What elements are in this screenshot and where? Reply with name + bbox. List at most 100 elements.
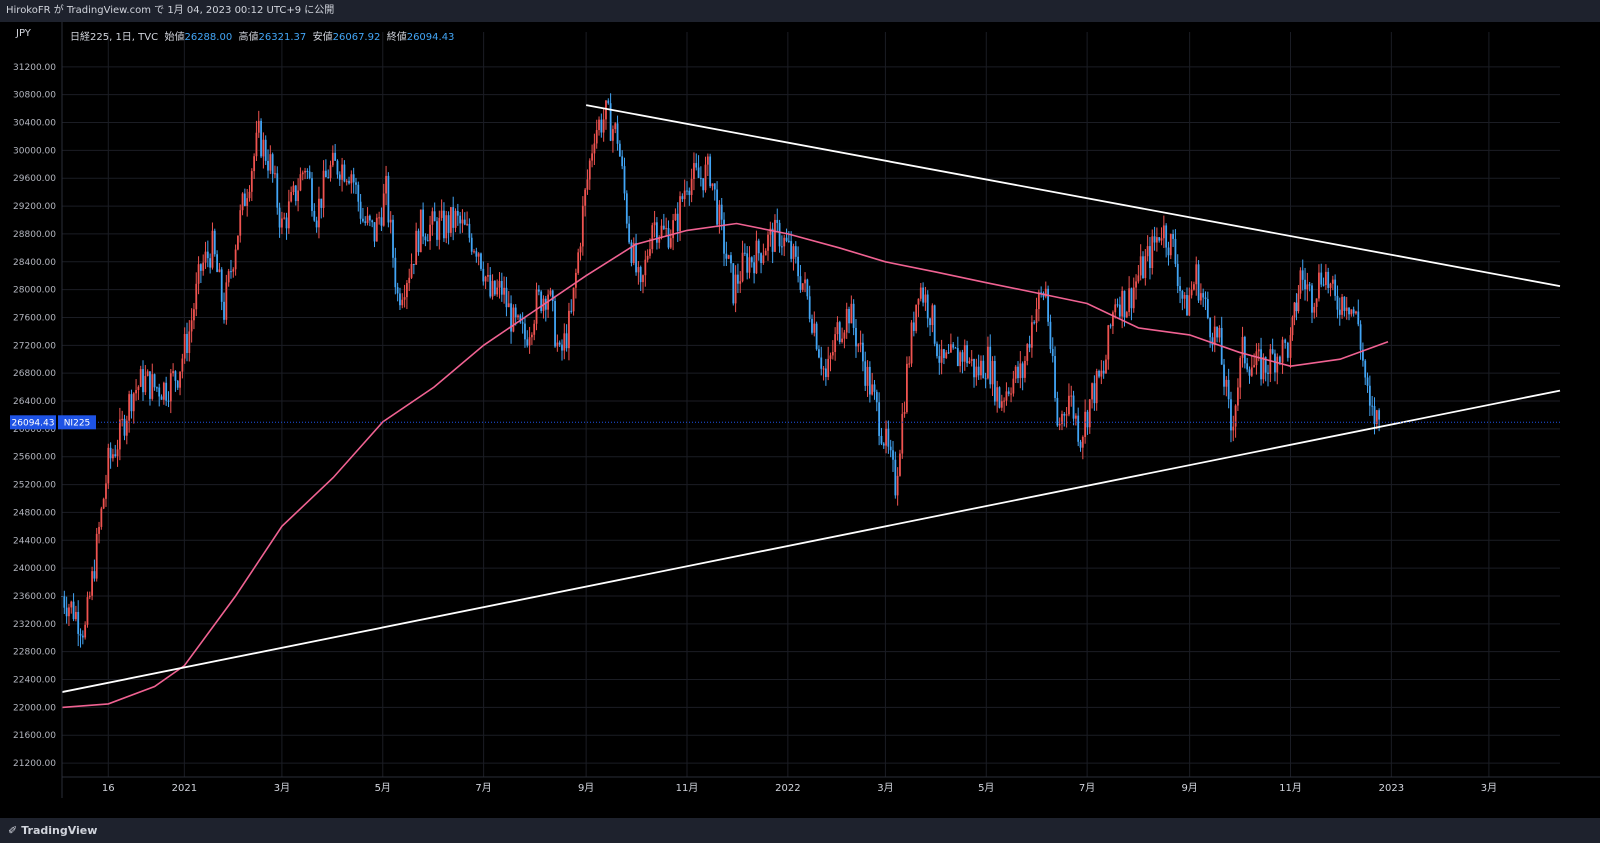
candle-body xyxy=(387,175,390,223)
candle-body xyxy=(102,498,105,509)
candle-body xyxy=(679,196,681,232)
candle-body xyxy=(871,384,874,395)
candle-body xyxy=(162,382,165,400)
candle-body xyxy=(718,204,721,225)
candle-body xyxy=(137,386,140,391)
candle-body xyxy=(760,253,762,263)
candle-body xyxy=(1352,309,1355,314)
candle-body xyxy=(385,175,387,194)
candle-body xyxy=(206,251,209,259)
candle-body xyxy=(1063,413,1066,416)
candle-body xyxy=(118,419,121,450)
candle-body xyxy=(804,279,806,284)
candle-body xyxy=(1084,411,1087,437)
candle-body xyxy=(292,185,295,193)
candle-body xyxy=(74,611,77,620)
y-tick-label: 27200.00 xyxy=(13,341,56,351)
candle-body xyxy=(528,337,531,346)
candle-body xyxy=(1086,411,1089,428)
candle-body xyxy=(378,217,381,219)
candle-body xyxy=(1112,312,1114,327)
candle-body xyxy=(753,262,756,274)
candle-body xyxy=(1211,337,1214,345)
y-tick-label: 24000.00 xyxy=(13,564,56,574)
candle-body xyxy=(593,143,596,154)
close-label: 終値 xyxy=(386,32,407,43)
candle-body xyxy=(628,223,631,243)
candle-body xyxy=(149,371,151,399)
candle-body xyxy=(271,154,274,174)
candlestick-chart[interactable]: 31200.00 30800.00 30400.00 30000.00 29600.00… xyxy=(0,22,1600,818)
candle-body xyxy=(1128,288,1131,313)
candle-body xyxy=(887,428,890,447)
candle-body xyxy=(260,120,262,157)
candle-body xyxy=(179,371,181,388)
trendline-lower[interactable] xyxy=(61,389,1561,693)
candle-body xyxy=(767,234,769,251)
candle-body xyxy=(452,207,455,228)
candle-body xyxy=(1313,306,1316,313)
y-tick-label: 24800.00 xyxy=(13,508,56,518)
candle-body xyxy=(338,174,341,180)
candle-body xyxy=(123,418,126,436)
candle-body xyxy=(998,387,1001,408)
candle-body xyxy=(274,173,276,175)
candle-body xyxy=(1174,238,1177,264)
candle-body xyxy=(581,205,584,247)
y-tick-label: 22400.00 xyxy=(13,676,56,686)
candle-body xyxy=(595,130,598,144)
candle-body xyxy=(827,358,830,378)
tradingview-brand[interactable]: ✐ TradingView xyxy=(8,824,97,837)
x-tick-label: 9月 xyxy=(1181,782,1197,794)
candle-body xyxy=(466,223,468,225)
grid xyxy=(0,22,1600,818)
candle-body xyxy=(1010,393,1012,395)
y-tick-label: 24400.00 xyxy=(13,536,56,546)
candle-body xyxy=(403,297,406,300)
candle-body xyxy=(287,201,290,229)
candle-body xyxy=(755,240,758,274)
symbol-info: 日経225, 1日, TVC xyxy=(70,32,159,43)
candle-body xyxy=(109,447,112,459)
candle-body xyxy=(693,163,695,179)
candle-body xyxy=(1301,270,1304,280)
candle-body xyxy=(461,219,464,224)
candle-body xyxy=(93,571,96,579)
trendlines[interactable] xyxy=(61,104,1561,693)
candle-body xyxy=(591,153,593,161)
candle-body xyxy=(1299,270,1302,294)
candle-body xyxy=(174,371,177,381)
candle-body xyxy=(947,352,950,354)
candle-body xyxy=(792,246,795,259)
candle-body xyxy=(931,305,934,326)
candle-body xyxy=(882,443,885,446)
candle-body xyxy=(1262,357,1265,380)
candle-body xyxy=(315,220,318,228)
candle-body xyxy=(746,253,749,273)
x-tick-label: 7月 xyxy=(475,782,491,794)
candle-body xyxy=(1267,372,1269,374)
candle-body xyxy=(341,164,343,180)
candle-body xyxy=(1014,366,1017,379)
candle-body xyxy=(1227,379,1230,400)
candle-body xyxy=(1327,271,1330,288)
trendline-upper[interactable] xyxy=(585,104,1561,288)
candle-body xyxy=(498,280,501,288)
candle-body xyxy=(456,210,459,216)
y-tick-label: 25200.00 xyxy=(13,481,56,491)
currency-label: JPY xyxy=(16,28,31,39)
candle-body xyxy=(313,210,316,221)
candle-body xyxy=(561,344,563,351)
candle-body xyxy=(533,323,536,335)
candle-body xyxy=(438,217,441,240)
high-label: 高値 xyxy=(238,32,259,43)
candle-body xyxy=(422,209,425,237)
candle-body xyxy=(683,190,686,200)
candle-body xyxy=(783,237,786,247)
candle-body xyxy=(429,224,431,242)
candle-body xyxy=(334,152,337,161)
candle-body xyxy=(1149,246,1151,269)
candle-body xyxy=(225,282,228,320)
candle-body xyxy=(1343,296,1346,311)
candle-body xyxy=(204,251,207,263)
